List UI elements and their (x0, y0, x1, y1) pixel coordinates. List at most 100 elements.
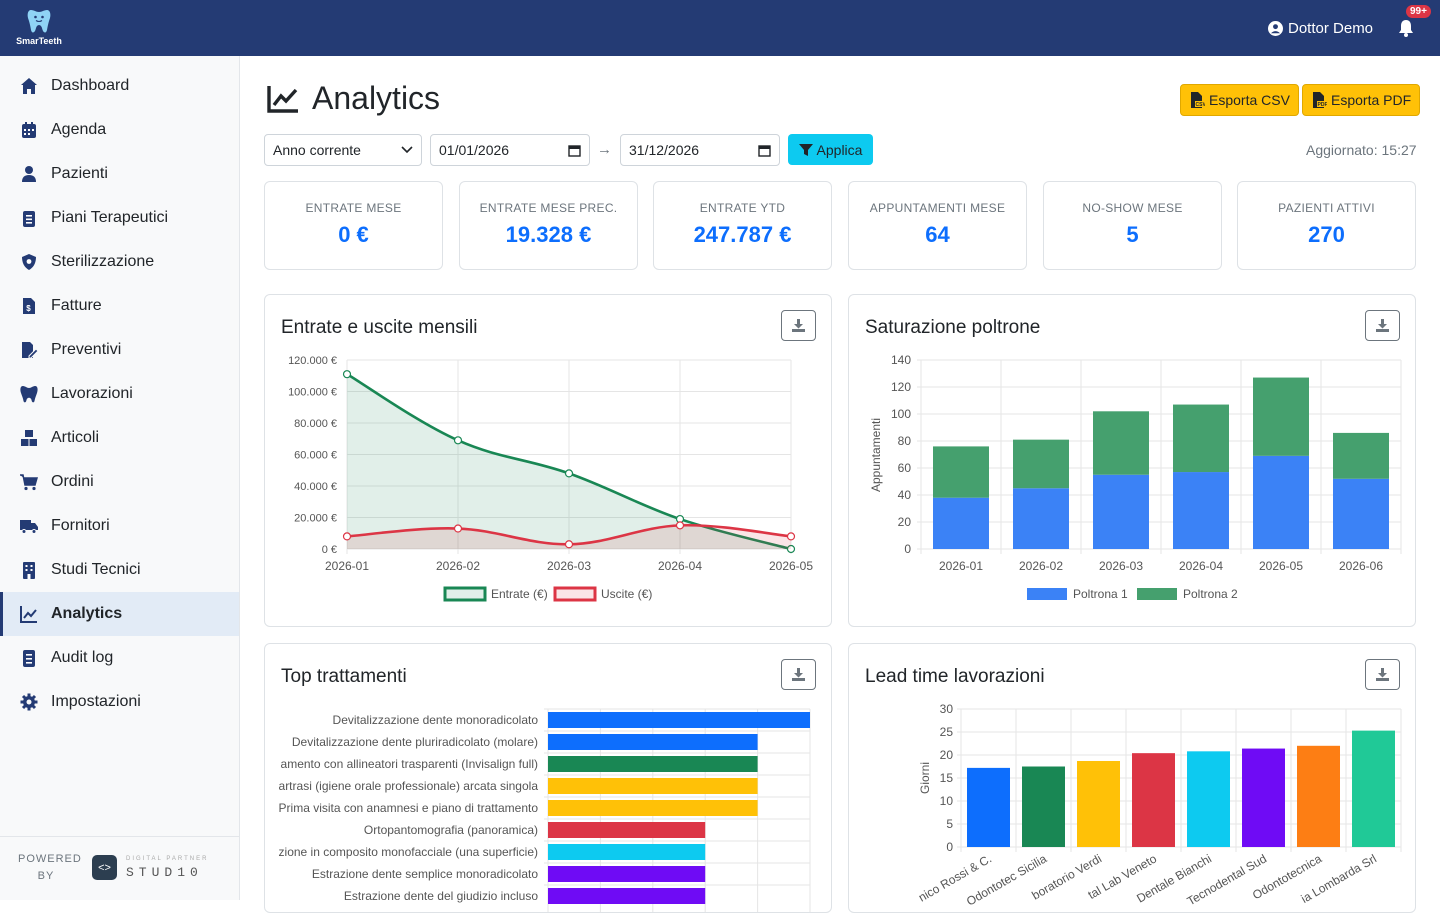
sidebar-item-dashboard[interactable]: Dashboard (0, 64, 239, 108)
y-tick-label: 0 (946, 840, 953, 854)
data-point (564, 540, 574, 549)
sidebar-item-ordini[interactable]: Ordini (0, 460, 239, 504)
sidebar-item-pazienti[interactable]: Pazienti (0, 152, 239, 196)
sidebar-item-label: Fornitori (51, 517, 110, 534)
file-csv-icon: CSV (1191, 92, 1205, 108)
clipboard-icon (23, 211, 35, 227)
calendar-icon[interactable] (568, 144, 581, 157)
legend-label: Entrate (€) (491, 587, 548, 601)
invoice-icon: $ (23, 298, 35, 314)
sidebar-item-sterilizzazione[interactable]: Sterilizzazione (0, 240, 239, 284)
y-tick-label: 40 (898, 488, 912, 502)
bar (1187, 751, 1230, 847)
bell-icon[interactable] (1398, 19, 1414, 37)
card-title: Entrate e uscite mensili (281, 317, 478, 338)
x-tick-label: 2026-03 (547, 559, 591, 573)
sidebar-item-fornitori[interactable]: Fornitori (0, 504, 239, 548)
legend-swatch (1137, 588, 1177, 600)
sidebar-item-label: Articoli (51, 429, 100, 446)
y-tick-label: Prima visita con anamnesi e piano di tra… (279, 801, 539, 815)
sidebar-item-label: Piani Terapeutici (51, 209, 169, 226)
download-button[interactable] (1365, 310, 1400, 341)
data-point (564, 469, 574, 478)
file-edit-icon (22, 342, 38, 359)
bar (1132, 753, 1175, 847)
y-tick-label: 100.000 € (288, 387, 337, 399)
data-point (786, 544, 796, 554)
user-circle-icon (1268, 21, 1283, 36)
chart-line-icon (267, 85, 298, 113)
powered-by-label: POWERED BY (18, 853, 82, 882)
data-point (342, 532, 352, 541)
horizontal-bar-chart: Devitalizzazione dente monoradicolato Dev… (279, 708, 811, 912)
y-tick-label: 25 (940, 725, 954, 739)
kpi-value: 19.328 € (505, 222, 592, 247)
period-select[interactable]: Anno corrente (264, 134, 422, 166)
legend-label: Poltrona 2 (1183, 587, 1238, 601)
bar (548, 866, 706, 882)
calendar-icon[interactable] (758, 144, 771, 157)
kpi-label: ENTRATE MESE PREC. (479, 201, 618, 215)
y-tick-label: Estrazione dente semplice monoradicolato (312, 867, 538, 881)
user-icon (22, 166, 36, 182)
bar (1297, 745, 1340, 847)
y-tick-label: 15 (940, 771, 954, 785)
sidebar-item-label: Studi Tecnici (51, 561, 141, 578)
download-button[interactable] (1365, 659, 1400, 690)
bar (967, 767, 1010, 847)
app-name: SmarTeeth (16, 36, 62, 46)
bar-segment (1173, 404, 1229, 473)
y-tick-label: 30 (940, 702, 954, 716)
app-logo[interactable]: SmarTeeth (14, 8, 64, 46)
date-from-input[interactable]: 01/01/2026 (430, 134, 590, 166)
sidebar-item-agenda[interactable]: Agenda (0, 108, 239, 152)
legend-label: Uscite (€) (601, 587, 652, 601)
partner-name: STUD10 (126, 865, 203, 880)
sidebar-item-label: Preventivi (51, 341, 122, 358)
sidebar-item-audit-log[interactable]: Audit log (0, 636, 239, 680)
export-pdf-button[interactable]: PDF Esporta PDF (1302, 84, 1421, 116)
partner-logo-icon[interactable]: <> (92, 855, 117, 880)
data-point (342, 370, 352, 379)
download-button[interactable] (781, 310, 816, 341)
y-tick-label: 80.000 € (294, 418, 337, 430)
date-to-input[interactable]: 31/12/2026 (620, 134, 780, 166)
kpi-card: ENTRATE YTD 247.787 € (653, 181, 832, 270)
last-updated: Aggiornato: 15:27 (1306, 142, 1417, 158)
sidebar-item-impostazioni[interactable]: Impostazioni (0, 680, 239, 724)
sidebar-item-articoli[interactable]: Articoli (0, 416, 239, 460)
download-icon (792, 668, 805, 681)
y-tick-label: 100 (891, 407, 911, 421)
sidebar-item-preventivi[interactable]: Preventivi (0, 328, 239, 372)
x-tick-label: 2026-01 (939, 559, 983, 573)
card-title: Top trattamenti (281, 666, 407, 687)
download-button[interactable] (781, 659, 816, 690)
apply-label: Applica (816, 141, 863, 158)
sidebar-item-studi-tecnici[interactable]: Studi Tecnici (0, 548, 239, 592)
export-csv-button[interactable]: CSV Esporta CSV (1180, 84, 1299, 116)
data-point (675, 521, 685, 530)
user-name: Dottor Demo (1288, 20, 1374, 37)
y-tick-label: amento con allineatori trasparenti (Invi… (281, 757, 538, 771)
y-tick-label: 80 (898, 434, 912, 448)
card-title: Lead time lavorazioni (865, 666, 1045, 687)
sidebar-item-label: Lavorazioni (51, 385, 133, 402)
sidebar-item-lavorazioni[interactable]: Lavorazioni (0, 372, 239, 416)
export-pdf-label: Esporta PDF (1331, 92, 1412, 108)
gear-icon (20, 693, 38, 711)
sidebar-item-fatture[interactable]: $ Fatture (0, 284, 239, 328)
apply-filter-button[interactable]: Applica (788, 134, 873, 165)
y-tick-label: 20 (898, 515, 912, 529)
date-range-arrow: → (597, 141, 612, 158)
sidebar-item-label: Sterilizzazione (51, 253, 155, 270)
bar-segment (1333, 478, 1389, 549)
list-icon (23, 650, 35, 667)
sidebar-item-piani-terapeutici[interactable]: Piani Terapeutici (0, 196, 239, 240)
bar (548, 734, 758, 750)
card-title: Saturazione poltrone (865, 317, 1041, 338)
user-menu[interactable]: Dottor Demo (1268, 20, 1373, 37)
sidebar-item-analytics[interactable]: Analytics (0, 592, 239, 636)
truck-icon (20, 520, 38, 534)
kpi-value: 5 (1126, 222, 1139, 247)
